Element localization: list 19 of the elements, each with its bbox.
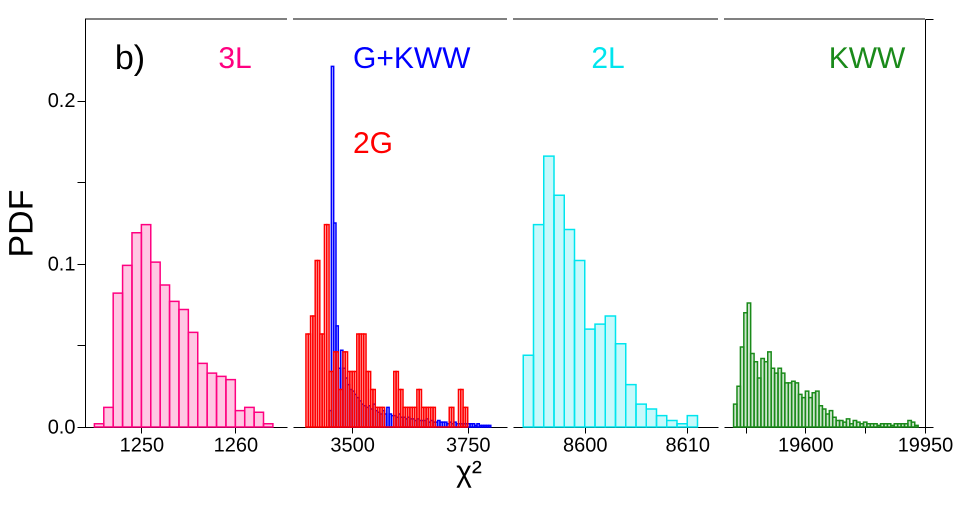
- y-tick-label: 0.2: [48, 90, 76, 112]
- x-tick-label: 1260: [214, 434, 258, 456]
- x-tick-label: 8610: [666, 434, 710, 456]
- x-tick-label: 19600: [778, 434, 834, 456]
- x-tick-label: 3750: [446, 434, 490, 456]
- y-tick-label: 0.1: [48, 253, 76, 276]
- annotation: b): [114, 39, 146, 77]
- y-tick-label: 0.0: [48, 416, 76, 438]
- text: 2G: [353, 127, 394, 160]
- x-tick-label: 1250: [120, 434, 164, 456]
- x-tick-label: 3500: [330, 434, 375, 456]
- text: 3L: [218, 42, 252, 75]
- x-axis-title: χ²: [456, 456, 482, 488]
- text: KWW: [828, 42, 906, 75]
- x-tick-label: 19950: [898, 434, 954, 456]
- text: 2L: [591, 42, 625, 75]
- x-tick-label: 8600: [563, 434, 608, 456]
- series-label: G+KWW: [353, 42, 472, 75]
- y-axis-title: PDF: [2, 190, 41, 258]
